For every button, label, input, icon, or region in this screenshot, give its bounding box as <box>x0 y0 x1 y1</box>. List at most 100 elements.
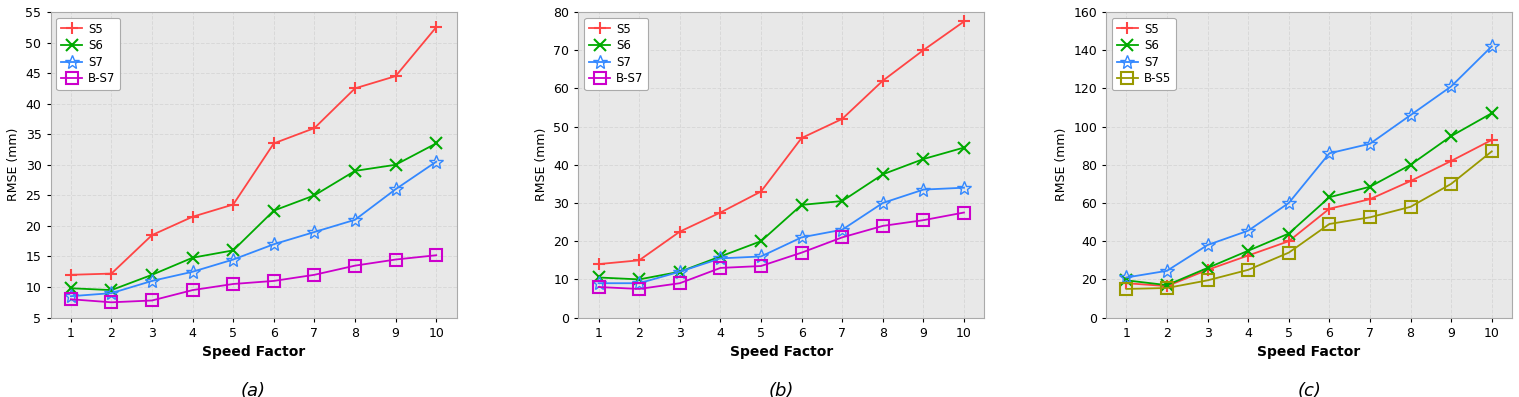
S5 <box>671 229 690 234</box>
S7 <box>711 256 729 261</box>
B-S5 <box>1402 204 1420 209</box>
Line: S7: S7 <box>1120 39 1499 284</box>
Y-axis label: RMSE (mm): RMSE (mm) <box>8 128 20 201</box>
S6 <box>1198 266 1217 270</box>
S5 <box>386 74 404 79</box>
B-S5 <box>1442 181 1460 186</box>
S7 <box>1279 200 1297 205</box>
B-S5 <box>1361 215 1379 220</box>
S7 <box>184 270 202 274</box>
S5 <box>427 25 445 30</box>
S5 <box>1320 206 1338 211</box>
B-S7 <box>832 235 851 240</box>
B-S7 <box>102 300 120 305</box>
S6 <box>1240 249 1258 253</box>
S5 <box>630 258 649 263</box>
S7 <box>752 254 770 259</box>
S7 <box>62 294 81 299</box>
B-S7 <box>264 279 283 283</box>
Line: B-S5: B-S5 <box>1121 146 1498 295</box>
X-axis label: Speed Factor: Speed Factor <box>1258 345 1361 359</box>
S6 <box>914 157 933 162</box>
S7 <box>143 279 161 283</box>
S7 <box>1483 44 1501 49</box>
B-S7 <box>914 218 933 223</box>
S5 <box>346 86 365 91</box>
S6 <box>630 277 649 282</box>
B-S7 <box>386 257 404 262</box>
S6 <box>589 275 608 280</box>
S7 <box>1361 141 1379 146</box>
Line: S5: S5 <box>65 21 442 281</box>
S6 <box>671 270 690 274</box>
S5 <box>143 233 161 237</box>
S6 <box>1483 111 1501 116</box>
S6 <box>184 255 202 260</box>
B-S7 <box>752 264 770 268</box>
Text: (a): (a) <box>242 382 266 397</box>
Y-axis label: RMSE (mm): RMSE (mm) <box>535 128 548 201</box>
B-S5 <box>1118 287 1136 291</box>
Line: S5: S5 <box>592 15 971 270</box>
B-S7 <box>711 266 729 270</box>
Text: (c): (c) <box>1297 382 1322 397</box>
S5 <box>305 126 324 131</box>
Line: S5: S5 <box>1120 134 1498 292</box>
B-S7 <box>793 250 811 255</box>
Text: (b): (b) <box>769 382 794 397</box>
S7 <box>1118 275 1136 280</box>
B-S5 <box>1320 222 1338 226</box>
B-S7 <box>346 263 365 268</box>
B-S7 <box>305 272 324 277</box>
S5 <box>832 117 851 121</box>
S6 <box>305 193 324 198</box>
S6 <box>1442 134 1460 139</box>
S6 <box>711 254 729 259</box>
B-S7 <box>184 288 202 293</box>
S7 <box>1442 84 1460 89</box>
S5 <box>102 271 120 276</box>
Line: S6: S6 <box>65 138 442 296</box>
B-S5 <box>1483 149 1501 154</box>
B-S7 <box>630 287 649 291</box>
B-S7 <box>671 281 690 285</box>
Line: S7: S7 <box>64 155 444 303</box>
Legend: S5, S6, S7, B-S7: S5, S6, S7, B-S7 <box>56 18 120 90</box>
S7 <box>346 218 365 222</box>
S5 <box>1279 239 1297 244</box>
S6 <box>1361 184 1379 189</box>
S5 <box>264 141 283 146</box>
S7 <box>1157 268 1176 273</box>
B-S5 <box>1240 268 1258 272</box>
S7 <box>305 229 324 234</box>
S5 <box>1240 253 1258 258</box>
S6 <box>832 198 851 203</box>
S7 <box>955 185 974 190</box>
S5 <box>1157 284 1176 289</box>
S6 <box>873 172 892 177</box>
S6 <box>955 145 974 150</box>
S7 <box>832 227 851 232</box>
B-S7 <box>62 297 81 302</box>
S6 <box>1402 162 1420 167</box>
S6 <box>1157 283 1176 287</box>
S7 <box>1240 228 1258 233</box>
B-S5 <box>1157 285 1176 290</box>
S5 <box>589 262 608 266</box>
S5 <box>752 189 770 194</box>
S6 <box>264 208 283 213</box>
B-S5 <box>1198 278 1217 283</box>
S5 <box>1198 268 1217 272</box>
B-S7 <box>225 281 243 286</box>
S7 <box>386 187 404 192</box>
Legend: S5, S6, S7, B-S5: S5, S6, S7, B-S5 <box>1112 18 1176 90</box>
S7 <box>1198 243 1217 247</box>
Line: B-S7: B-S7 <box>65 250 442 308</box>
Line: S6: S6 <box>1121 108 1498 291</box>
S6 <box>752 239 770 244</box>
S7 <box>427 159 445 164</box>
S7 <box>264 242 283 247</box>
B-S7 <box>589 285 608 289</box>
S6 <box>1118 278 1136 283</box>
B-S7 <box>955 210 974 215</box>
